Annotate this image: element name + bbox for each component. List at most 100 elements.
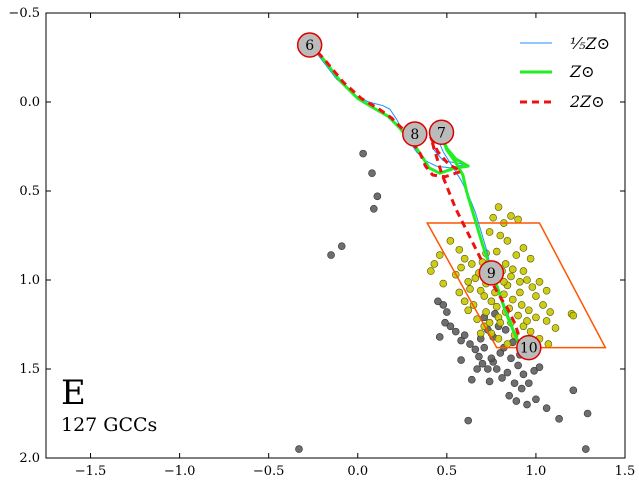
- gray-point: [359, 149, 367, 158]
- gray-point: [512, 397, 521, 405]
- gray-point: [501, 326, 510, 334]
- yellow-point: [467, 260, 476, 268]
- yellow-point: [532, 292, 540, 300]
- yellow-point: [514, 311, 522, 320]
- age-marker-circle: [296, 32, 323, 58]
- gray-points: [295, 149, 592, 453]
- gray-point: [524, 379, 533, 388]
- yellow-point: [508, 265, 517, 274]
- gray-point: [451, 327, 460, 336]
- yellow-point: [485, 228, 494, 236]
- legend-label-solar: Z⊙: [569, 62, 595, 81]
- yellow-point: [487, 297, 496, 306]
- gray-point: [337, 242, 346, 250]
- yellow-point: [508, 295, 517, 304]
- panel-label: E: [61, 373, 86, 413]
- age-marker-label: 10: [520, 341, 538, 357]
- age-marker-circle: [402, 121, 428, 147]
- yellow-point: [455, 288, 464, 297]
- x-tick-label: −0.5: [253, 464, 285, 479]
- yellow-point: [466, 285, 474, 293]
- selection-box: [425, 222, 607, 349]
- age-marker-label: 7: [437, 125, 446, 141]
- yellow-point: [526, 327, 535, 336]
- gray-point: [487, 354, 496, 363]
- yellow-point: [476, 329, 485, 338]
- gray-point: [523, 400, 531, 409]
- yellow-point: [532, 313, 540, 322]
- gray-point: [441, 318, 449, 327]
- axis-ticks: [46, 12, 626, 459]
- x-tick-label: 0.0: [347, 464, 368, 479]
- y-tick-label: 1.0: [19, 273, 40, 288]
- gray-point: [460, 331, 469, 339]
- legend-label-low: ⅕Z⊙: [570, 34, 610, 53]
- gray-point: [478, 359, 487, 368]
- yellow-point: [464, 306, 473, 315]
- plot-frame: [45, 12, 626, 459]
- gray-point: [583, 409, 592, 418]
- yellow-point: [460, 254, 469, 263]
- selection-box-outline: [425, 222, 607, 349]
- x-tick-label: 1.5: [615, 464, 636, 479]
- yellow-point: [476, 286, 485, 295]
- yellow-point: [435, 251, 444, 259]
- yellow-point: [524, 306, 533, 315]
- yellow-point: [460, 297, 469, 306]
- yellow-point: [542, 317, 551, 325]
- yellow-point: [503, 340, 512, 348]
- legend: ⅕Z⊙ Z⊙ 2Z⊙: [520, 34, 610, 111]
- yellow-point: [546, 308, 554, 316]
- age-marker-label: 6: [305, 38, 314, 54]
- yellow-point: [544, 340, 553, 348]
- yellow-point: [471, 274, 480, 283]
- gray-point: [542, 404, 551, 412]
- yellow-point: [489, 213, 497, 222]
- yellow-point: [507, 212, 515, 220]
- gray-point: [295, 445, 303, 453]
- count-label: 127 GCCs: [61, 414, 157, 436]
- gray-point: [368, 169, 376, 177]
- legend-label-high: 2Z⊙: [569, 92, 605, 111]
- age-marker-10: 10: [516, 334, 542, 361]
- x-tick-label: 0.5: [437, 464, 458, 479]
- age-marker-8: 8: [402, 121, 428, 147]
- yellow-point: [430, 260, 439, 268]
- yellow-point: [542, 286, 551, 295]
- age-markers: 6 8 7 9 10: [296, 32, 542, 361]
- yellow-point: [526, 254, 535, 263]
- yellow-point: [523, 276, 531, 284]
- gray-point: [457, 336, 465, 345]
- yellow-point: [492, 247, 501, 256]
- yellow-point: [569, 311, 578, 320]
- gray-point: [519, 370, 528, 379]
- gray-point: [485, 377, 494, 386]
- age-marker-6: 6: [296, 32, 323, 58]
- yellow-point: [455, 245, 464, 254]
- gray-point: [446, 322, 455, 331]
- gray-point: [530, 366, 538, 375]
- yellow-point: [439, 279, 448, 288]
- gray-point: [480, 343, 489, 352]
- gray-point: [434, 297, 442, 306]
- yellow-point: [519, 244, 528, 252]
- y-tick-label: 0.5: [19, 184, 40, 199]
- yellow-point: [496, 318, 505, 327]
- yellow-point: [514, 215, 522, 224]
- gray-point: [569, 386, 578, 395]
- yellow-point: [501, 260, 510, 268]
- gray-point: [582, 445, 590, 453]
- yellow-point: [482, 308, 490, 316]
- gray-point: [496, 349, 505, 357]
- y-tick-label: 0.0: [19, 95, 40, 110]
- yellow-point: [516, 277, 524, 286]
- yellow-point: [512, 251, 521, 259]
- yellow-point: [496, 231, 505, 240]
- gray-point: [327, 251, 335, 259]
- yellow-point: [485, 318, 494, 327]
- yellow-point: [492, 302, 501, 311]
- gray-point: [439, 301, 448, 309]
- yellow-point: [427, 267, 435, 275]
- yellow-point: [446, 237, 455, 245]
